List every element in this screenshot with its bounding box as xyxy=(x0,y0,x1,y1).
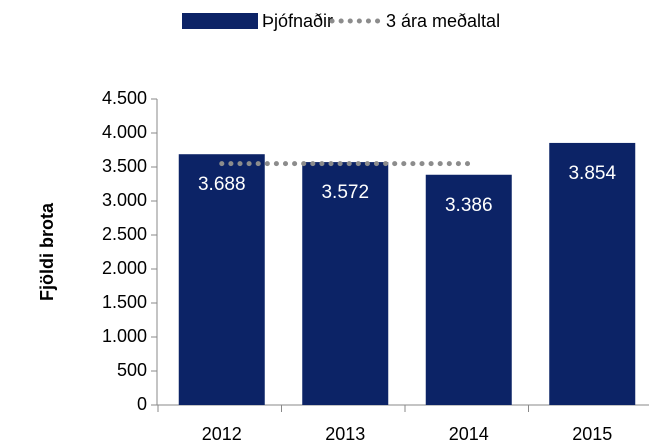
x-tick-label: 2014 xyxy=(449,424,489,444)
y-tick-label: 1.500 xyxy=(102,292,147,312)
y-tick-label: 3.500 xyxy=(102,156,147,176)
value-label: 3.386 xyxy=(445,195,493,216)
y-tick-label: 0 xyxy=(137,394,147,414)
y-tick-label: 1.000 xyxy=(102,326,147,346)
x-tick-label: 2015 xyxy=(572,424,612,444)
y-tick-label: 3.000 xyxy=(102,190,147,210)
y-tick-label: 2.000 xyxy=(102,258,147,278)
y-tick-label: 4.000 xyxy=(102,122,147,142)
legend-swatch xyxy=(182,13,258,29)
bar xyxy=(178,154,265,405)
bar xyxy=(302,162,389,405)
legend-label: 3 ára meðaltal xyxy=(386,11,500,31)
value-label: 3.572 xyxy=(321,182,369,203)
y-tick-label: 4.500 xyxy=(102,88,147,108)
value-label: 3.688 xyxy=(198,174,246,195)
x-tick-label: 2013 xyxy=(325,424,365,444)
value-label: 3.854 xyxy=(568,163,616,184)
y-tick-label: 500 xyxy=(117,360,147,380)
x-tick-label: 2012 xyxy=(202,424,242,444)
y-axis-label: Fjöldi brota xyxy=(37,202,57,301)
bar xyxy=(425,174,512,405)
bar xyxy=(549,142,636,406)
y-tick-label: 2.500 xyxy=(102,224,147,244)
legend-label: Þjófnaðir xyxy=(262,11,333,31)
